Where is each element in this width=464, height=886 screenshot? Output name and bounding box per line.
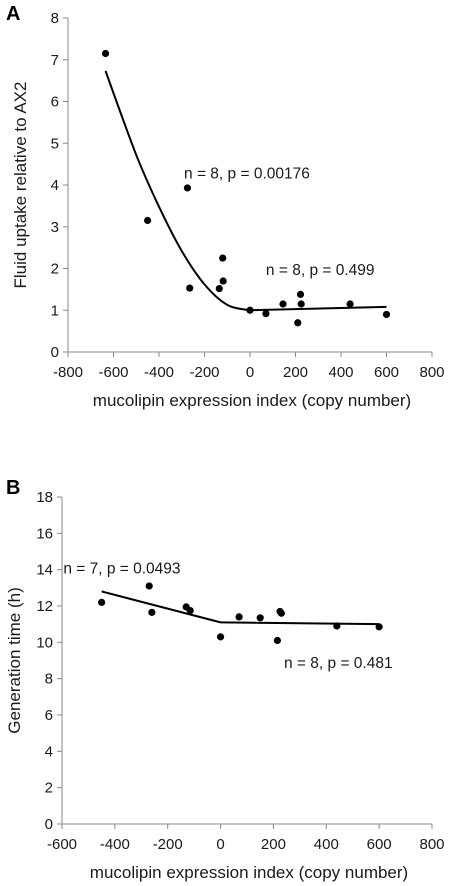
stat-annotation: n = 8, p = 0.481 (284, 655, 393, 672)
x-axis-label: mucolipin expression index (copy number) (93, 391, 411, 410)
x-tick-label: 600 (367, 836, 392, 853)
y-tick-label: 16 (36, 525, 53, 542)
stat-annotation: n = 8, p = 0.499 (266, 262, 375, 279)
y-tick-label: 18 (36, 489, 53, 506)
x-tick-label: -400 (144, 364, 174, 381)
data-point (183, 184, 192, 192)
x-tick-label: 0 (246, 364, 254, 381)
data-point (101, 49, 110, 58)
data-point (186, 284, 194, 292)
data-point (279, 300, 287, 308)
data-point (333, 622, 341, 630)
y-tick-label: 14 (36, 562, 53, 579)
chart-panel-a: 0 1 2 3 4 5 6 7 8 -800 -600 -400 -200 0 200 400 600 800 mu… (11, 10, 445, 410)
data-point (219, 254, 227, 262)
x-tick-label: 600 (374, 364, 399, 381)
x-tick-label: 200 (261, 836, 286, 853)
x-tick-label: 800 (419, 836, 444, 853)
data-point (382, 310, 391, 319)
y-axis-label: Fluid uptake relative to AX2 (11, 82, 30, 289)
data-point (296, 290, 305, 298)
fit-line (104, 70, 251, 312)
stat-annotation: n = 7, p = 0.0493 (63, 560, 180, 577)
x-tick-label: 400 (328, 364, 353, 381)
x-tick-label: -400 (100, 836, 130, 853)
data-point (98, 598, 106, 606)
y-tick-label: 6 (51, 94, 59, 111)
x-tick-label: 400 (314, 836, 339, 853)
data-point (294, 319, 302, 327)
data-point (375, 623, 383, 631)
chart-panel-b: 0 2 4 6 8 10 12 14 16 18 -600 -400 -200 0 200 400 600 800… (5, 489, 445, 882)
data-point (219, 277, 227, 285)
y-axis-label: Generation time (h) (5, 587, 24, 733)
x-axis-label: mucolipin expression index (copy number) (90, 863, 408, 882)
data-point (273, 636, 281, 645)
y-tick-label: 2 (45, 780, 53, 797)
panel-label-a: A (6, 3, 20, 25)
data-point (346, 300, 354, 308)
y-tick-label: 3 (51, 219, 59, 236)
y-tick-label: 0 (45, 816, 53, 833)
data-point (215, 284, 223, 293)
y-tick-label: 1 (51, 302, 59, 319)
y-tick-label: 8 (45, 671, 53, 688)
data-point (235, 613, 243, 621)
data-point (144, 216, 152, 225)
y-tick-label: 5 (51, 135, 59, 152)
data-point (216, 633, 225, 641)
y-tick-label: 2 (51, 261, 59, 278)
y-tick-label: 0 (51, 344, 59, 361)
data-point (262, 309, 270, 318)
x-tick-label: -600 (47, 836, 77, 853)
y-tick-label: 4 (45, 743, 53, 760)
x-tick-label: 800 (419, 364, 444, 381)
x-tick-label: -800 (53, 364, 83, 381)
y-tick-label: 6 (45, 707, 53, 724)
data-point (256, 614, 264, 622)
y-tick-label: 8 (51, 10, 59, 27)
y-tick-label: 10 (36, 634, 53, 651)
x-tick-label: -200 (189, 364, 219, 381)
x-tick-label: -600 (98, 364, 128, 381)
x-tick-label: -200 (153, 836, 183, 853)
x-tick-label: 200 (283, 364, 308, 381)
x-tick-label: 0 (216, 836, 224, 853)
data-point (148, 608, 156, 616)
data-point (277, 609, 285, 617)
data-point (186, 606, 194, 615)
stat-annotation: n = 8, p = 0.00176 (184, 166, 310, 183)
panel-label-b: B (6, 477, 20, 499)
y-tick-label: 7 (51, 52, 59, 69)
data-point (297, 300, 305, 308)
data-point (145, 582, 153, 590)
fit-line (101, 590, 221, 624)
fit-line (249, 305, 387, 312)
fit-line (220, 621, 380, 626)
y-tick-label: 4 (51, 177, 59, 194)
data-point (246, 306, 254, 314)
y-tick-label: 12 (36, 598, 53, 615)
